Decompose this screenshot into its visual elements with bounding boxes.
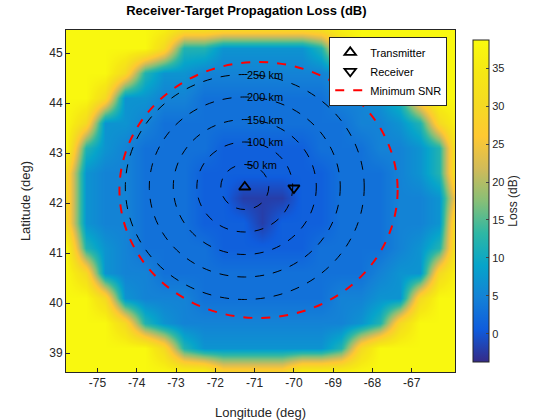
svg-text:150 km: 150 km bbox=[247, 114, 283, 126]
svg-text:Receiver: Receiver bbox=[370, 66, 414, 78]
svg-text:Loss (dB): Loss (dB) bbox=[506, 175, 520, 226]
svg-text:-68: -68 bbox=[364, 376, 382, 390]
svg-text:-73: -73 bbox=[167, 376, 185, 390]
svg-text:Latitude (deg): Latitude (deg) bbox=[18, 161, 33, 241]
svg-text:-69: -69 bbox=[325, 376, 343, 390]
svg-text:250 km: 250 km bbox=[247, 69, 283, 81]
svg-text:41: 41 bbox=[49, 246, 63, 260]
svg-text:44: 44 bbox=[49, 96, 63, 110]
svg-text:45: 45 bbox=[49, 46, 63, 60]
svg-text:42: 42 bbox=[49, 196, 63, 210]
svg-text:40: 40 bbox=[49, 296, 63, 310]
svg-text:5: 5 bbox=[492, 290, 498, 302]
svg-text:-67: -67 bbox=[403, 376, 421, 390]
svg-text:Longitude (deg): Longitude (deg) bbox=[215, 405, 306, 420]
svg-text:-74: -74 bbox=[128, 376, 146, 390]
svg-text:25: 25 bbox=[492, 138, 504, 150]
svg-text:-71: -71 bbox=[246, 376, 264, 390]
svg-text:-75: -75 bbox=[89, 376, 107, 390]
svg-text:-70: -70 bbox=[285, 376, 303, 390]
svg-text:50 km: 50 km bbox=[247, 159, 277, 171]
svg-text:10: 10 bbox=[492, 252, 504, 264]
svg-text:35: 35 bbox=[492, 62, 504, 74]
svg-text:100 km: 100 km bbox=[247, 136, 283, 148]
svg-text:15: 15 bbox=[492, 214, 504, 226]
svg-text:-72: -72 bbox=[207, 376, 225, 390]
svg-text:Transmitter: Transmitter bbox=[370, 47, 426, 59]
svg-text:Receiver-Target Propagation Lo: Receiver-Target Propagation Loss (dB) bbox=[126, 3, 366, 18]
svg-text:0: 0 bbox=[492, 328, 498, 340]
svg-text:30: 30 bbox=[492, 100, 504, 112]
svg-text:200 km: 200 km bbox=[247, 91, 283, 103]
svg-text:20: 20 bbox=[492, 176, 504, 188]
svg-text:43: 43 bbox=[49, 146, 63, 160]
svg-text:39: 39 bbox=[49, 346, 63, 360]
svg-text:Minimum SNR: Minimum SNR bbox=[370, 85, 441, 97]
